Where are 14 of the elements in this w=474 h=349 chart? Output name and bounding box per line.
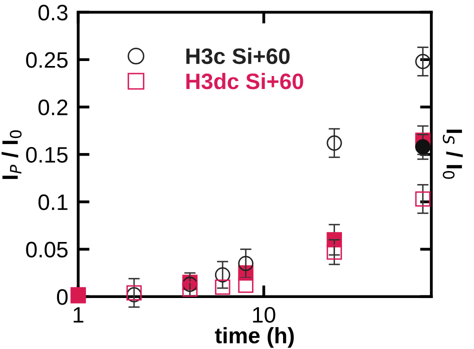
x-tick-label: 10 — [253, 306, 276, 323]
y-tick-label: 0.3 — [38, 4, 68, 20]
y-tick-label: 0 — [57, 289, 68, 305]
legend-label: H3c Si+60 — [186, 48, 290, 64]
legend-label: H3dc Si+60 — [186, 72, 304, 90]
y-axis-title: I$_{P}$ / I$_{0}$ — [2, 130, 22, 179]
x-tick-label: 1 — [74, 307, 84, 322]
y-tick-label: 0.25 — [26, 52, 68, 68]
y-tick-label: 0.1 — [38, 194, 68, 210]
y-tick-label: 0.2 — [38, 100, 68, 116]
y-tick-label: 0.05 — [26, 242, 68, 258]
y2-axis-title: I$_{S}$ / I$_{0}$ — [442, 130, 463, 179]
x-axis-title: time (h) — [214, 327, 294, 348]
y-tick-label: 0.15 — [26, 146, 68, 163]
